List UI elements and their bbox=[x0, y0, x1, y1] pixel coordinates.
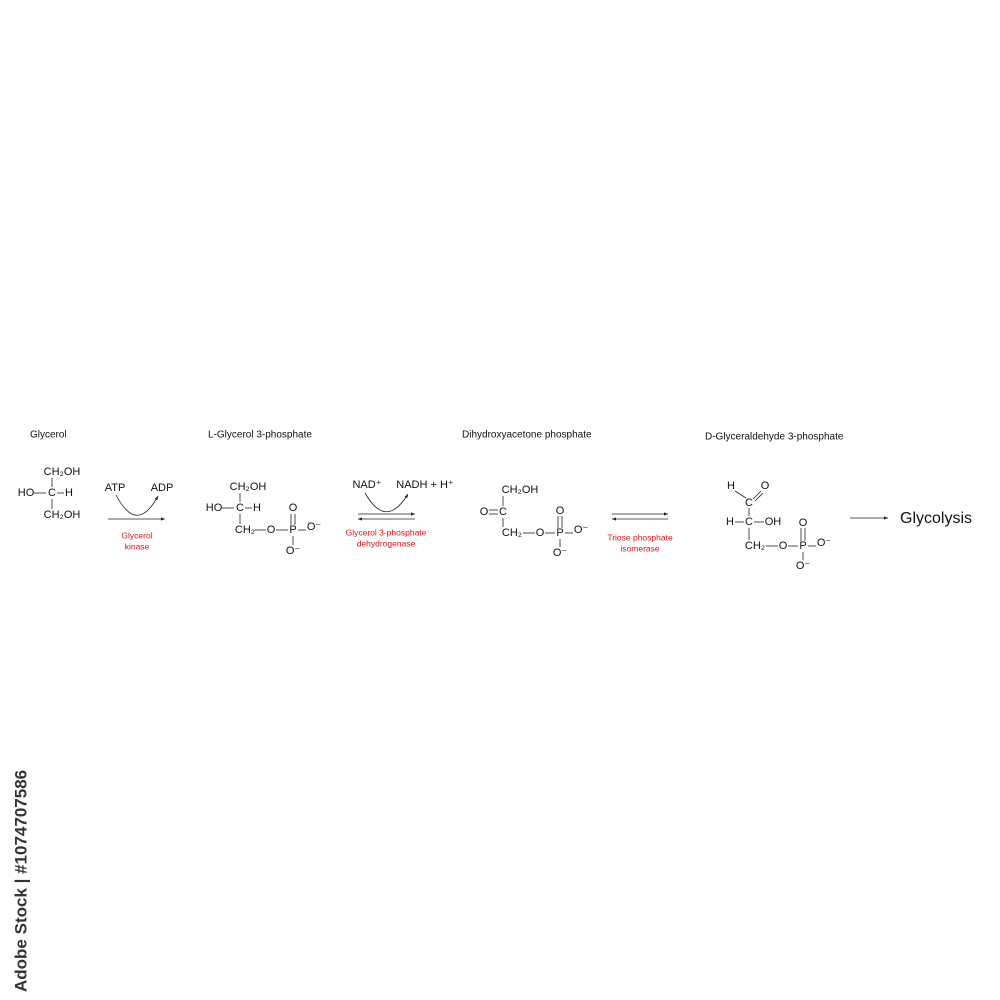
atom-label: O bbox=[289, 502, 298, 514]
cofactor: ATP bbox=[105, 482, 126, 494]
compound-name: D-Glyceraldehyde 3-phosphate bbox=[705, 432, 844, 443]
cofactor: NAD⁺ bbox=[352, 479, 381, 491]
atom-label: O⁻ bbox=[574, 524, 589, 536]
atom-label: H bbox=[727, 480, 735, 492]
atom-label: P bbox=[289, 524, 296, 536]
atom-label: C bbox=[745, 497, 753, 509]
atom-label: CH₂OH bbox=[44, 509, 81, 521]
product: Glycolysis bbox=[900, 510, 972, 527]
enzyme-name: Glycerol 3-phosphate bbox=[346, 527, 427, 537]
cofactor: ADP bbox=[151, 482, 174, 494]
cofactor-curve bbox=[115, 494, 159, 516]
atom-label: H bbox=[253, 502, 261, 514]
atom-label: O⁻ bbox=[796, 560, 811, 572]
atom-label: O⁻ bbox=[307, 521, 322, 533]
bond bbox=[752, 490, 762, 500]
atom-label: O⁻ bbox=[553, 547, 568, 559]
atom-label: O bbox=[556, 505, 565, 517]
enzyme-name: Glycerol bbox=[121, 530, 152, 540]
atom-label: O⁻ bbox=[817, 537, 832, 549]
atom-label: HO bbox=[206, 502, 223, 514]
atom-label: O bbox=[761, 480, 770, 492]
atom-label: CH₂OH bbox=[230, 481, 267, 493]
enzyme-name: isomerase bbox=[620, 543, 659, 553]
enzyme-name: dehydrogenase bbox=[357, 538, 416, 548]
atom-label: CH₂ bbox=[235, 524, 255, 536]
bond bbox=[734, 490, 747, 499]
atom-label: O bbox=[267, 524, 276, 536]
atom-label: C bbox=[745, 516, 753, 528]
atom-label: O⁻ bbox=[286, 545, 301, 557]
atom-label: H bbox=[65, 487, 73, 499]
compound-name: L-Glycerol 3-phosphate bbox=[208, 430, 312, 441]
atom-label: CH₂ bbox=[745, 540, 765, 552]
enzyme-name: Triose phosphate bbox=[607, 532, 673, 542]
atom-label: P bbox=[799, 540, 806, 552]
atom-label: C bbox=[236, 502, 244, 514]
atom-label: O bbox=[799, 517, 808, 529]
atom-label: P bbox=[556, 527, 563, 539]
bond bbox=[754, 492, 764, 502]
cofactor: NADH + H⁺ bbox=[396, 479, 454, 491]
atom-label: O bbox=[779, 540, 788, 552]
atom-label: OH bbox=[765, 516, 782, 528]
compound-name: Dihydroxyacetone phosphate bbox=[462, 430, 592, 441]
atom-label: O bbox=[480, 506, 489, 518]
atom-label: CH₂OH bbox=[44, 466, 81, 478]
cofactor-curve bbox=[364, 492, 409, 512]
atom-label: C bbox=[499, 506, 507, 518]
atom-label: O bbox=[536, 527, 545, 539]
enzyme-name: kinase bbox=[125, 541, 150, 551]
atom-label: C bbox=[48, 487, 56, 499]
compound-name: Glycerol bbox=[30, 430, 67, 441]
atom-label: HO bbox=[18, 487, 35, 499]
atom-label: CH₂ bbox=[502, 527, 522, 539]
atom-label: H bbox=[726, 516, 734, 528]
atom-label: CH₂OH bbox=[502, 484, 539, 496]
watermark: Adobe Stock | #1074707586 bbox=[11, 770, 30, 992]
